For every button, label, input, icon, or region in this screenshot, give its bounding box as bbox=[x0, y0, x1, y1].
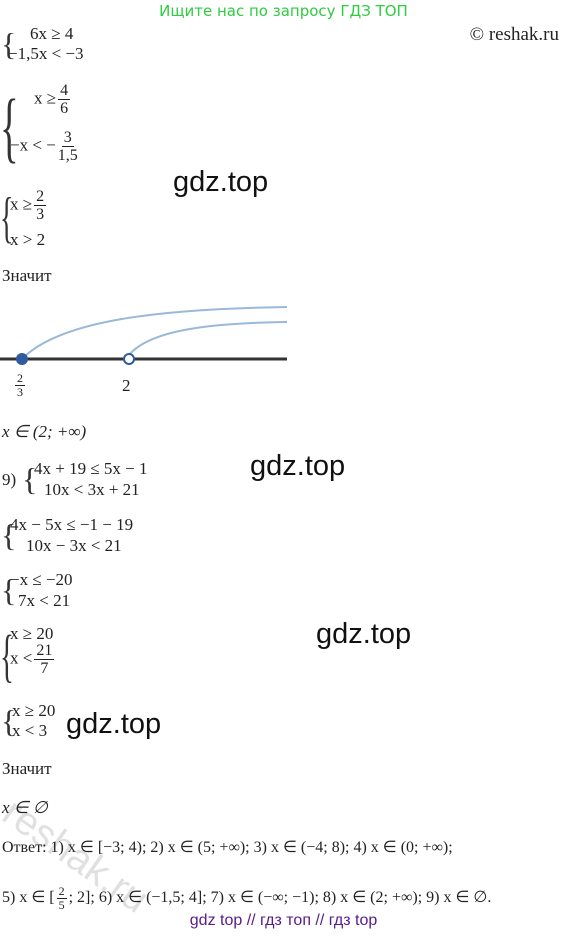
math-line: −x < −3 1,5 bbox=[10, 129, 80, 164]
math-line: 4x − 5x ≤ −1 − 19 bbox=[10, 515, 134, 534]
text-line: x ∈ (2; +∞) bbox=[2, 422, 87, 441]
math-line: 7x < 21 bbox=[18, 591, 71, 610]
text-line: x ∈ ∅ bbox=[2, 798, 48, 817]
numerator: 2 bbox=[56, 884, 67, 899]
number-line bbox=[0, 306, 288, 365]
denominator: 6 bbox=[60, 100, 69, 117]
answer-line: Ответ: 1) x ∈ [−3; 4); 2) x ∈ (5; +∞); 3… bbox=[2, 839, 453, 856]
numerator: 2 bbox=[15, 371, 25, 386]
math-text: ; 2]; 6) x ∈ (−1,5; 4]; 7) x ∈ (−∞; −1);… bbox=[68, 889, 492, 907]
search-hint: Ищите нас по запросу ГДЗ ТОП bbox=[159, 2, 408, 20]
numerator: 3 bbox=[61, 129, 74, 147]
math-line: 10x < 3x + 21 bbox=[44, 480, 140, 499]
denominator: 3 bbox=[36, 206, 45, 223]
numerator: 21 bbox=[34, 642, 55, 660]
math-line: x ≥ 20 bbox=[10, 624, 54, 643]
math-text: x ≥ bbox=[34, 88, 57, 108]
math-line: x ≥2 3 bbox=[10, 188, 48, 223]
math-line: 4x + 19 ≤ 5x − 1 bbox=[34, 459, 148, 478]
math-line: 10x − 3x < 21 bbox=[26, 536, 122, 555]
math-line: −x ≤ −20 bbox=[10, 570, 73, 589]
math-text: 5) x ∈ [ bbox=[2, 889, 55, 907]
copyright: © reshak.ru bbox=[469, 24, 559, 45]
brace: { bbox=[1, 572, 17, 608]
numerator: 2 bbox=[34, 188, 47, 206]
text-line: Значит bbox=[2, 759, 52, 778]
brace: { bbox=[1, 703, 17, 739]
answer-line: 5) x ∈ [2 5; 2]; 6) x ∈ (−1,5; 4]; 7) x ∈… bbox=[2, 885, 491, 912]
ray bbox=[21, 306, 288, 360]
watermark: gdz.top bbox=[173, 166, 269, 198]
denominator: 3 bbox=[17, 385, 23, 399]
open-point bbox=[123, 353, 135, 365]
denominator: 1,5 bbox=[57, 147, 78, 164]
fraction: 21 7 bbox=[34, 642, 55, 677]
math-text: −x < − bbox=[10, 135, 56, 155]
point-label: 2 bbox=[122, 376, 131, 395]
denominator: 7 bbox=[40, 660, 49, 677]
math-line: 6x ≥ 4 bbox=[30, 24, 74, 43]
brace: { bbox=[0, 623, 14, 688]
brace: { bbox=[1, 517, 17, 553]
watermark: gdz.top bbox=[66, 708, 162, 740]
math-text: x < bbox=[10, 648, 33, 668]
ray bbox=[128, 321, 288, 356]
math-line: x > 2 bbox=[10, 230, 46, 249]
fraction: 3 1,5 bbox=[58, 129, 78, 164]
math-line: x ≥4 6 bbox=[34, 82, 72, 117]
footer-links[interactable]: gdz top // гдз топ // гдз top bbox=[189, 912, 378, 929]
math-line: x < 3 bbox=[12, 721, 48, 740]
text-line: Значит bbox=[2, 266, 52, 285]
brace: { bbox=[1, 26, 17, 62]
brace: { bbox=[0, 83, 19, 170]
brace: { bbox=[22, 461, 38, 497]
closed-point bbox=[16, 353, 28, 365]
watermark: gdz.top bbox=[316, 618, 412, 650]
item-label: 9) bbox=[2, 470, 17, 489]
watermark: gdz.top bbox=[250, 450, 346, 482]
math-text: x ≥ bbox=[10, 194, 33, 214]
numerator: 4 bbox=[58, 82, 71, 100]
math-line: x ≥ 20 bbox=[12, 701, 56, 720]
brace: { bbox=[0, 187, 14, 249]
denominator: 5 bbox=[58, 898, 65, 912]
math-line: x <21 7 bbox=[10, 642, 56, 677]
math-line: −1,5x < −3 bbox=[8, 44, 84, 63]
